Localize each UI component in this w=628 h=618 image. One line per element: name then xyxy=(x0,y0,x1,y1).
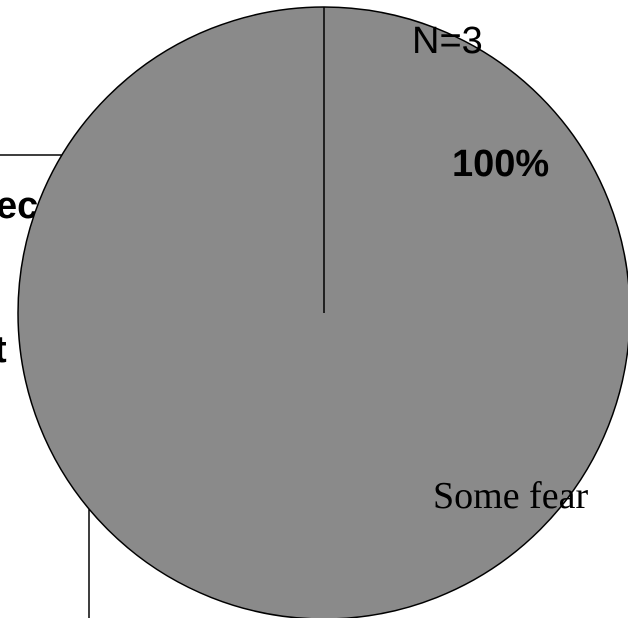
sample-size-annotation: N=3 xyxy=(412,20,483,62)
legend-entry-fragment-2: t xyxy=(0,329,7,371)
category-label-some-fear: Some fear xyxy=(433,475,588,517)
pie-slice-some-fear xyxy=(17,6,628,618)
data-label-some-fear: 100% xyxy=(452,143,549,185)
pie-slices xyxy=(17,6,628,618)
